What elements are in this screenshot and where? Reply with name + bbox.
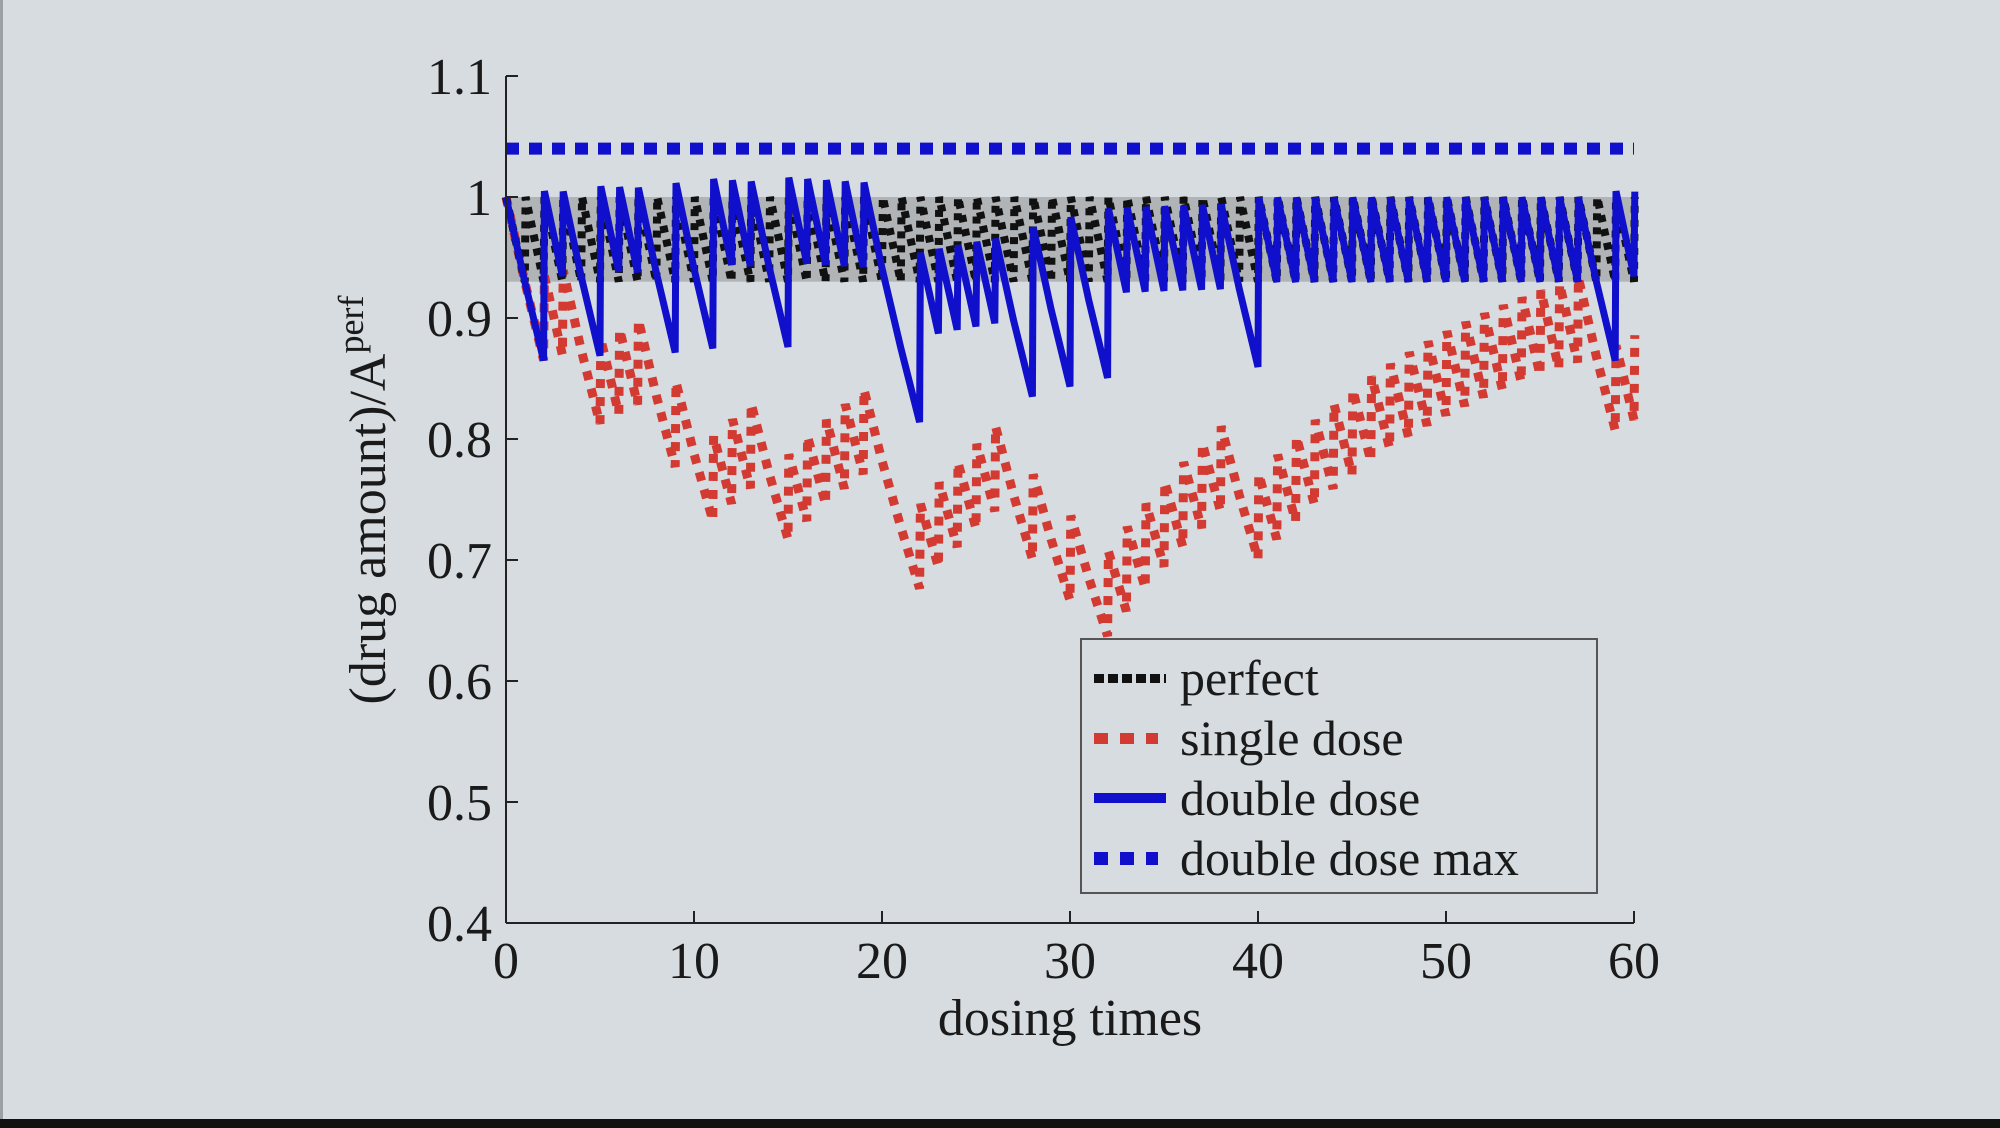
y-tick-label: 0.5 bbox=[427, 775, 492, 832]
legend: perfect single dose double dose double d… bbox=[1080, 638, 1598, 894]
legend-swatch-double-dose-max bbox=[1094, 851, 1158, 865]
legend-item-double-dose: double dose bbox=[1094, 768, 1596, 828]
window-edge bbox=[0, 0, 3, 1128]
legend-swatch-single-dose bbox=[1094, 732, 1158, 744]
y-tick-label: 0.6 bbox=[427, 654, 492, 711]
y-axis-title-superscript: perf bbox=[331, 296, 371, 354]
y-axis-title: (drug amount)/Aperf bbox=[331, 296, 397, 705]
y-tick-label: 0.9 bbox=[427, 291, 492, 348]
y-tick-label: 1.1 bbox=[427, 49, 492, 106]
series-line-perfect bbox=[502, 196, 1639, 283]
legend-item-perfect: perfect bbox=[1094, 648, 1596, 708]
legend-swatch-double-dose bbox=[1094, 793, 1166, 803]
series-line-double-dose bbox=[502, 176, 1639, 423]
x-tick-label: 30 bbox=[1044, 933, 1096, 990]
x-tick-label: 40 bbox=[1232, 933, 1284, 990]
x-tick-label: 20 bbox=[856, 933, 908, 990]
x-axis-title: dosing times bbox=[938, 990, 1202, 1047]
x-tick-label: 50 bbox=[1420, 933, 1472, 990]
bottom-bar bbox=[0, 1119, 2000, 1128]
legend-label: single dose bbox=[1180, 710, 1404, 766]
legend-swatch-perfect bbox=[1094, 673, 1166, 683]
x-tick-label: 10 bbox=[668, 933, 720, 990]
legend-item-double-dose-max: double dose max bbox=[1094, 828, 1596, 888]
y-axis-title-main: (drug amount)/A bbox=[340, 353, 397, 704]
series-line-single-dose bbox=[501, 196, 1640, 638]
y-tick-label: 0.8 bbox=[427, 412, 492, 469]
legend-label: double dose max bbox=[1180, 830, 1519, 886]
y-tick-label: 0.4 bbox=[427, 896, 492, 953]
legend-label: double dose bbox=[1180, 770, 1421, 826]
legend-label: perfect bbox=[1180, 650, 1319, 706]
x-tick-label: 0 bbox=[493, 933, 519, 990]
y-tick-label: 1 bbox=[466, 170, 492, 227]
legend-item-single-dose: single dose bbox=[1094, 708, 1596, 768]
x-tick-label: 60 bbox=[1608, 933, 1660, 990]
y-tick-label: 0.7 bbox=[427, 533, 492, 590]
